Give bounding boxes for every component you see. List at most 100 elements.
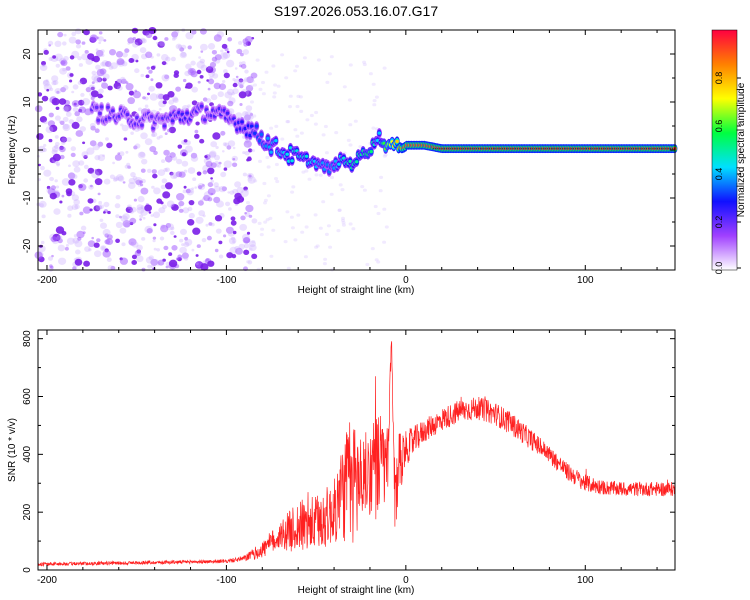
- spectrogram-noise-mark: [322, 262, 327, 266]
- spectrogram-noise-mark: [128, 90, 135, 96]
- spectrogram-noise-mark: [189, 190, 193, 194]
- spectrogram-noise-mark: [197, 200, 204, 206]
- spectrogram-noise-mark: [217, 91, 224, 98]
- spectrogram-noise-mark: [152, 35, 158, 41]
- spectrogram-noise-mark: [70, 146, 77, 152]
- spectrogram-noise-mark: [181, 160, 189, 167]
- spectrogram-ridge-mark: [641, 148, 643, 150]
- spectrogram-noise-mark: [62, 85, 69, 91]
- spectrogram-noise-mark: [232, 158, 236, 161]
- spectrogram-noise-mark: [227, 37, 233, 42]
- spectrogram-noise-mark: [213, 185, 221, 192]
- spectrogram-noise-mark: [98, 79, 102, 83]
- spectrogram-noise-mark: [130, 131, 134, 135]
- spectrogram-noise-mark: [370, 247, 375, 251]
- spectrogram-noise-mark: [295, 134, 300, 138]
- spectrogram-noise-mark: [51, 149, 58, 155]
- spectrogram-noise-mark: [77, 56, 82, 61]
- spectrogram-noise-mark: [268, 216, 273, 220]
- spectrogram-noise-mark: [72, 174, 78, 179]
- spectrogram-noise-mark: [96, 238, 101, 243]
- spectrogram-noise-mark: [151, 133, 156, 137]
- spectrogram-noise-mark: [177, 144, 183, 149]
- spectrogram-noise-mark: [207, 260, 215, 267]
- spectrogram-ridge-mark: [581, 148, 583, 150]
- spectrogram-noise-mark: [77, 81, 82, 85]
- spectrogram-noise-mark: [184, 256, 189, 261]
- spectrogram-noise-mark: [330, 175, 334, 180]
- spectrogram-noise-mark: [230, 216, 236, 221]
- spectrogram-noise-mark: [42, 64, 46, 68]
- spectrogram-noise-mark: [133, 198, 137, 202]
- spectrogram-noise-mark: [81, 53, 89, 61]
- spectrogram-ridge-mark: [622, 148, 624, 150]
- spectrogram-noise-mark: [273, 83, 278, 87]
- snr-plot-area: [37, 341, 676, 568]
- spectrogram-noise-mark: [90, 96, 95, 100]
- spectrogram-noise-mark: [151, 185, 155, 189]
- spectrogram-noise-mark: [215, 146, 219, 149]
- spectrogram-ridge-mark: [443, 148, 445, 150]
- spectrogram-ridge-mark: [462, 148, 465, 150]
- spectrogram-noise-mark: [198, 56, 202, 59]
- spectrogram-noise-mark: [172, 35, 178, 40]
- spectrogram-noise-mark: [218, 254, 224, 259]
- spectrogram-noise-mark: [56, 90, 60, 94]
- spectrogram-ridge-mark: [447, 148, 450, 150]
- spectrogram-noise-mark: [159, 135, 163, 139]
- spectrogram-noise-mark: [37, 145, 46, 153]
- spectrogram-noise-mark: [116, 58, 125, 66]
- spectrogram-noise-mark: [145, 256, 154, 264]
- spectrogram-ridge-mark: [637, 148, 639, 150]
- spectrogram-noise-mark: [248, 114, 254, 120]
- spectrogram-noise-mark: [78, 183, 87, 191]
- spectrogram-noise-mark: [196, 171, 202, 176]
- spectrogram-noise-mark: [232, 230, 237, 235]
- spectrogram-ridge-mark: [669, 148, 671, 150]
- spectrogram-ridge-mark: [94, 105, 99, 109]
- spectrogram-noise-mark: [125, 81, 129, 85]
- spectrogram-noise-mark: [274, 124, 279, 128]
- spectrogram-noise-mark: [158, 207, 166, 214]
- spectrogram-noise-mark: [59, 200, 63, 204]
- spectrogram-y-tick-label: -20: [22, 238, 33, 253]
- spectrogram-noise-mark: [167, 160, 171, 163]
- spectrogram-noise-mark: [65, 244, 69, 247]
- spectrogram-noise-mark: [234, 246, 240, 251]
- spectrogram-noise-mark: [239, 223, 248, 231]
- spectrogram-noise-mark: [59, 67, 67, 75]
- spectrogram-ridge-mark: [626, 148, 628, 150]
- spectrogram-noise-mark: [115, 51, 124, 58]
- spectrogram-noise-mark: [63, 33, 67, 37]
- spectrogram-noise-mark: [183, 185, 187, 189]
- spectrogram-noise-mark: [164, 132, 168, 136]
- spectrogram-noise-mark: [173, 235, 177, 238]
- spectrogram-noise-mark: [72, 160, 80, 168]
- spectrogram-noise-mark: [218, 240, 223, 245]
- spectrogram-ridge-mark: [648, 148, 650, 150]
- spectrogram-ridge-mark: [437, 148, 439, 150]
- spectrogram-noise-mark: [199, 75, 204, 79]
- spectrogram-noise-mark: [224, 142, 230, 148]
- spectrogram-noise-mark: [146, 66, 150, 70]
- spectrogram-noise-mark: [200, 199, 204, 202]
- spectrogram-noise-mark: [141, 38, 147, 44]
- spectrogram-noise-mark: [239, 103, 243, 106]
- spectrogram-noise-mark: [263, 220, 268, 224]
- spectrogram-noise-mark: [251, 218, 258, 224]
- spectrogram-ridge-mark: [480, 148, 482, 150]
- spectrogram-noise-mark: [159, 236, 165, 241]
- spectrogram-noise-mark: [99, 218, 104, 222]
- spectrogram-noise-mark: [71, 90, 75, 94]
- spectrogram-ridge-mark: [503, 148, 506, 150]
- spectrogram-noise-mark: [79, 211, 84, 216]
- spectrogram-noise-mark: [283, 240, 288, 244]
- spectrogram-noise-mark: [215, 163, 220, 168]
- spectrogram-ridge-mark: [473, 148, 475, 150]
- spectrogram-ridge-mark: [106, 105, 110, 109]
- spectrogram-noise-mark: [51, 254, 54, 258]
- spectrogram-noise-mark: [365, 262, 370, 267]
- spectrogram-noise-mark: [103, 178, 111, 185]
- spectrogram-noise-mark: [43, 120, 48, 125]
- spectrogram-noise-mark: [109, 174, 115, 180]
